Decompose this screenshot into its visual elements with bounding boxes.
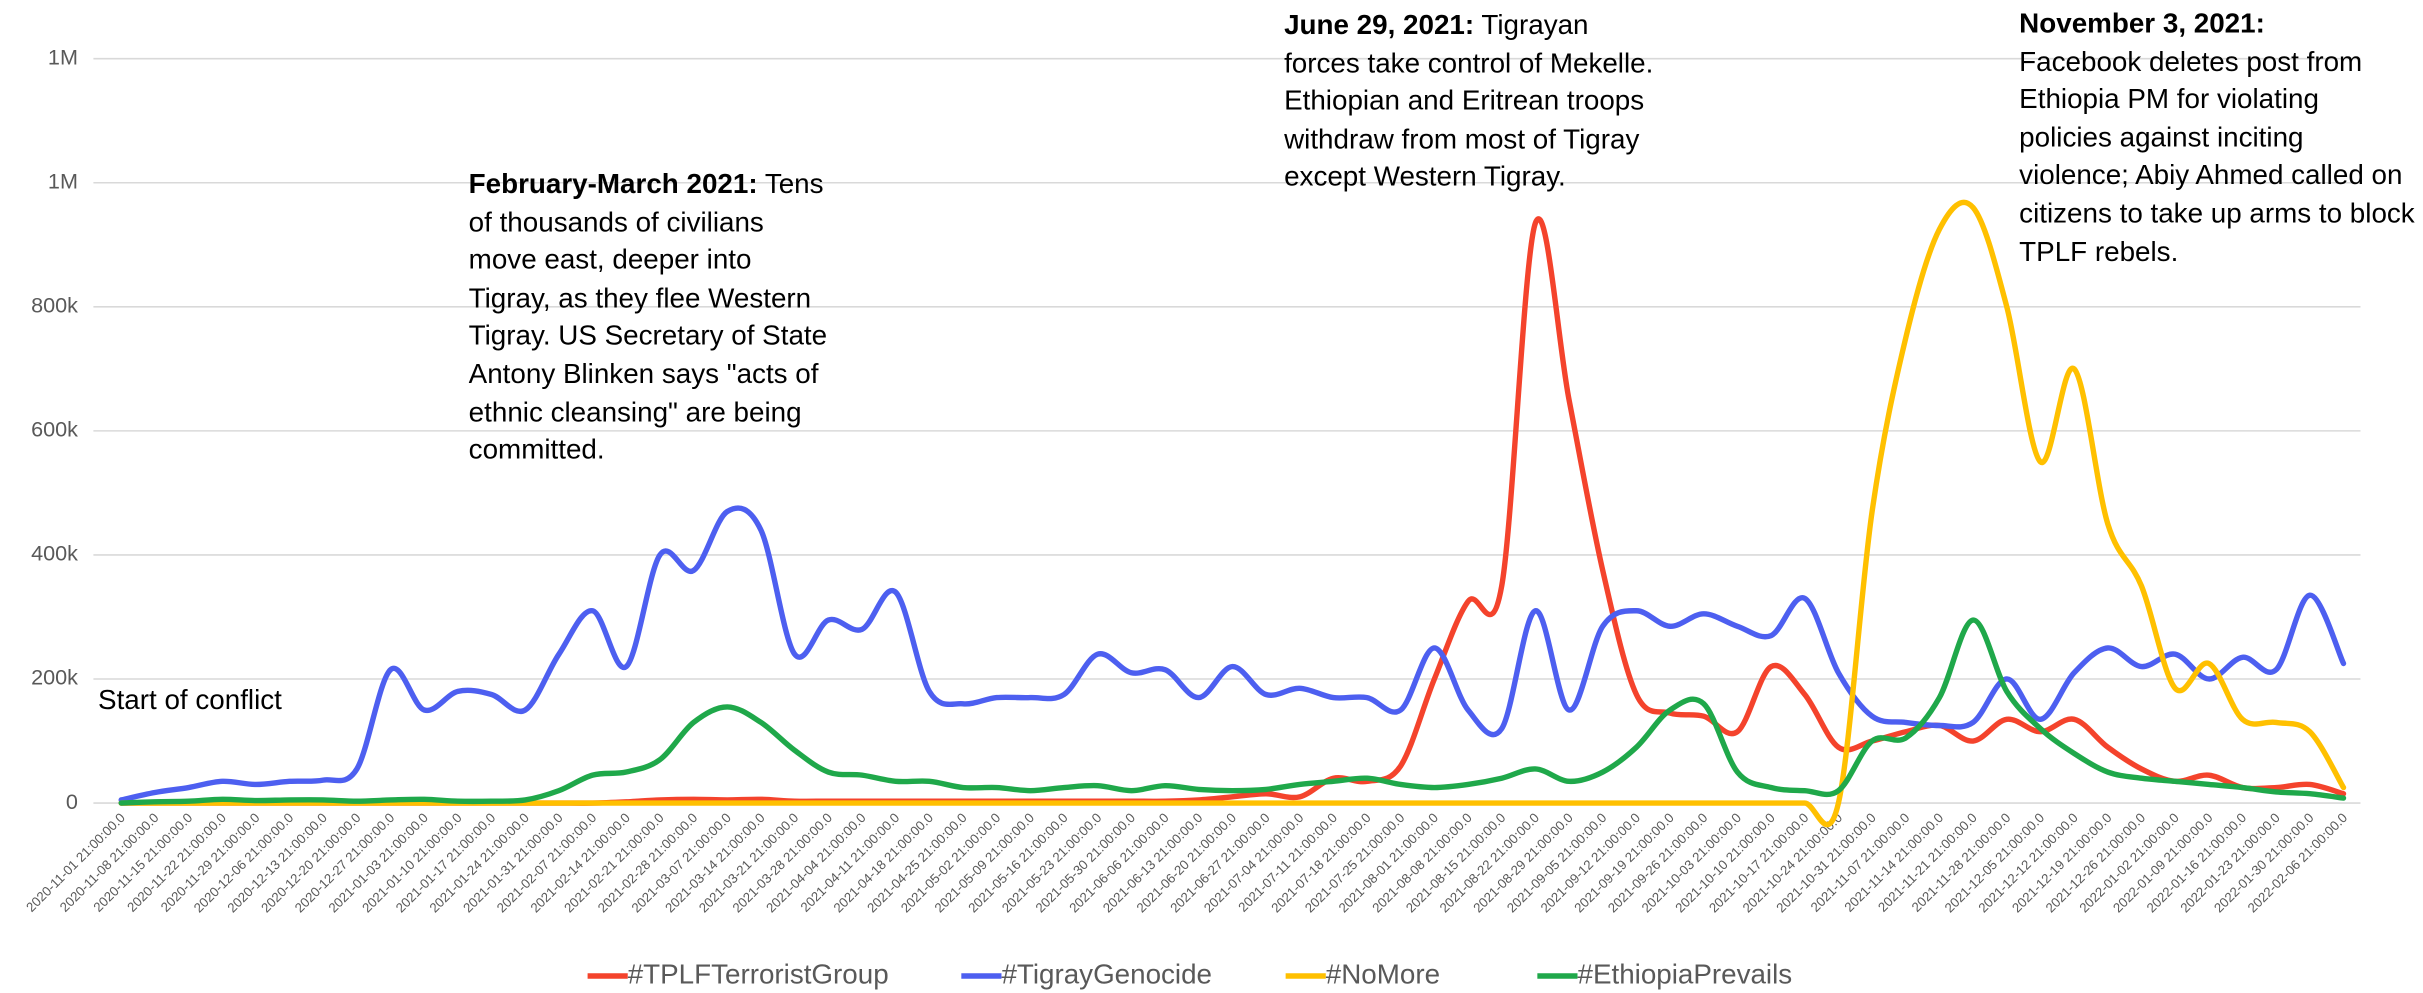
legend-label: #TigrayGenocide <box>1001 958 1212 989</box>
annotation: November 3, 2021: Facebook deletes post f… <box>2019 5 2417 271</box>
legend-label: #NoMore <box>1326 958 1440 989</box>
legend-label: #TPLFTerroristGroup <box>628 958 889 989</box>
y-tick-label: 1M <box>48 44 78 69</box>
y-tick-label: 200k <box>31 665 78 690</box>
annotation-text: Start of conflict <box>98 684 282 716</box>
y-tick-label: 600k <box>31 417 78 442</box>
series-line <box>118 505 2347 803</box>
annotation-heading: November 3, 2021: <box>2019 7 2265 39</box>
y-tick-label: 1M <box>48 168 78 193</box>
annotation: February-March 2021: Tens of thousands o… <box>469 165 840 469</box>
annotation-text: Tens of thousands of civilians move east… <box>468 168 828 466</box>
y-tick-label: 400k <box>31 541 78 566</box>
series-line <box>118 199 2347 828</box>
annotation-text: Tigrayan forces take control of Mekelle.… <box>1284 9 1654 193</box>
series-line <box>118 617 2347 806</box>
legend-label: #EthiopiaPrevails <box>1578 958 1793 989</box>
annotation-box: February-March 2021: Tens of thousands o… <box>469 165 840 469</box>
annotation: Start of conflict <box>98 681 438 719</box>
y-tick-label: 0 <box>66 789 78 814</box>
annotation: June 29, 2021: Tigrayan forces take cont… <box>1284 6 1655 196</box>
annotation-text: Start of conflict <box>98 681 438 719</box>
annotation-heading: February-March 2021: <box>468 168 758 200</box>
annotation-box: November 3, 2021: Facebook deletes post f… <box>2019 5 2417 271</box>
lines <box>118 199 2347 828</box>
y-tick-label: 800k <box>31 293 78 318</box>
annotation-text: Facebook deletes post from Ethiopia PM f… <box>2019 45 2415 267</box>
legend: #TPLFTerroristGroup #TigrayGenocide #NoMor… <box>587 958 1793 989</box>
annotation-box: June 29, 2021: Tigrayan forces take cont… <box>1284 6 1655 196</box>
annotation-heading: June 29, 2021: <box>1284 9 1475 41</box>
